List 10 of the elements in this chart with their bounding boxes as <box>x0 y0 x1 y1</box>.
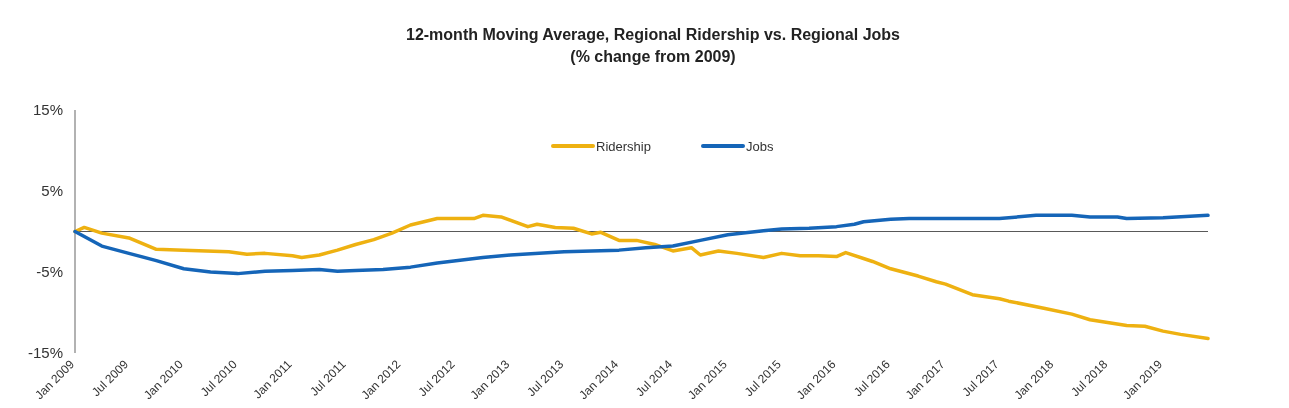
line-series <box>73 213 1210 276</box>
y-tick-label: -5% <box>36 263 63 281</box>
y-tick-label: 15% <box>32 101 63 119</box>
chart-title: 12-month Moving Average, Regional Ridership vs. Regional Jobs <box>405 26 901 43</box>
line-series <box>73 213 1210 341</box>
y-tick-label: -15% <box>27 344 63 362</box>
legend-label: Jobs <box>746 138 774 154</box>
chart-subtitle: (% change from 2009) <box>570 48 736 65</box>
legend-label: Ridership <box>596 138 651 154</box>
y-tick-label: 5% <box>41 182 63 200</box>
